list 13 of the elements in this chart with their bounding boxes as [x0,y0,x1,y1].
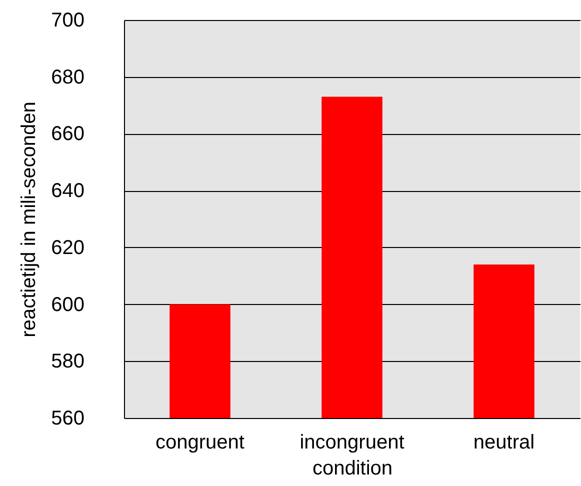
x-tick-label: congruent [156,432,245,454]
y-tick-label: 620 [51,236,84,259]
y-tick-label: 600 [51,294,84,316]
x-axis-title: condition [312,458,393,480]
y-tick-label: 560 [51,408,84,430]
y-tick-label: 700 [51,10,84,32]
y-tick-label: 640 [51,180,84,202]
x-tick-label: neutral [473,432,535,454]
y-axis-title: reactietijd in mili-seconden [18,102,40,338]
y-tick-label: 680 [51,66,84,88]
y-tick-label: 660 [51,123,84,146]
y-tick-label: 580 [51,350,84,373]
x-tick-label: incongruent [300,432,405,454]
